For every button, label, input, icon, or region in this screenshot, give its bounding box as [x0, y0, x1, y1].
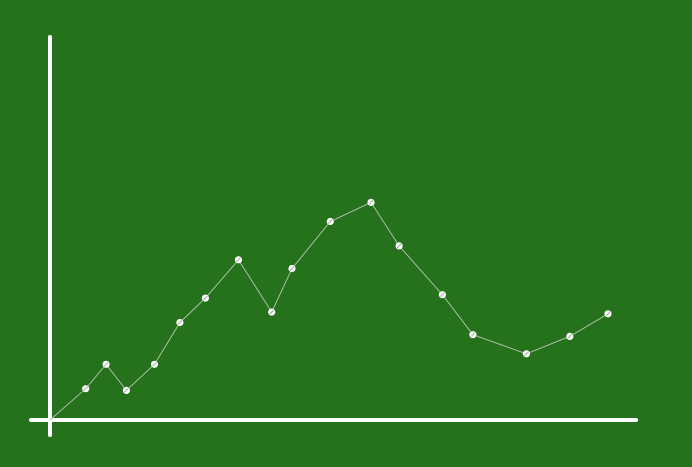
data-point: [201, 294, 209, 302]
data-point: [102, 360, 110, 368]
data-point: [326, 217, 334, 226]
data-point-hatch: [470, 332, 476, 338]
data-point: [522, 350, 531, 358]
data-point-hatch: [327, 219, 333, 224]
data-point-hatch: [524, 351, 529, 357]
data-point: [288, 264, 296, 273]
data-point-hatch: [203, 295, 208, 301]
data-point-hatch: [269, 309, 275, 315]
chart-axes: [29, 35, 638, 437]
data-point: [176, 318, 184, 327]
data-point-hatch: [152, 361, 157, 367]
data-point: [604, 310, 612, 318]
series-line: [49, 201, 609, 421]
data-point-hatch: [236, 257, 241, 263]
data-point-hatch: [567, 334, 573, 339]
data-point: [438, 291, 446, 299]
data-point: [395, 242, 403, 250]
data-point-hatch: [124, 388, 129, 393]
data-point: [367, 198, 375, 206]
data-point-hatch: [103, 361, 109, 367]
data-point: [122, 386, 130, 394]
data-point-hatch: [368, 200, 374, 205]
data-point-hatch: [83, 386, 89, 392]
data-point: [82, 385, 90, 393]
data-point-hatch: [605, 311, 611, 317]
data-point-hatch: [289, 266, 295, 271]
data-point: [234, 256, 243, 264]
series-layer: [49, 198, 612, 421]
data-point-hatch: [440, 292, 445, 298]
data-point-hatch: [396, 243, 402, 249]
data-point-hatch: [177, 320, 183, 325]
data-point: [566, 332, 574, 340]
data-point: [268, 308, 276, 316]
data-point: [150, 360, 159, 368]
data-point: [469, 331, 477, 339]
